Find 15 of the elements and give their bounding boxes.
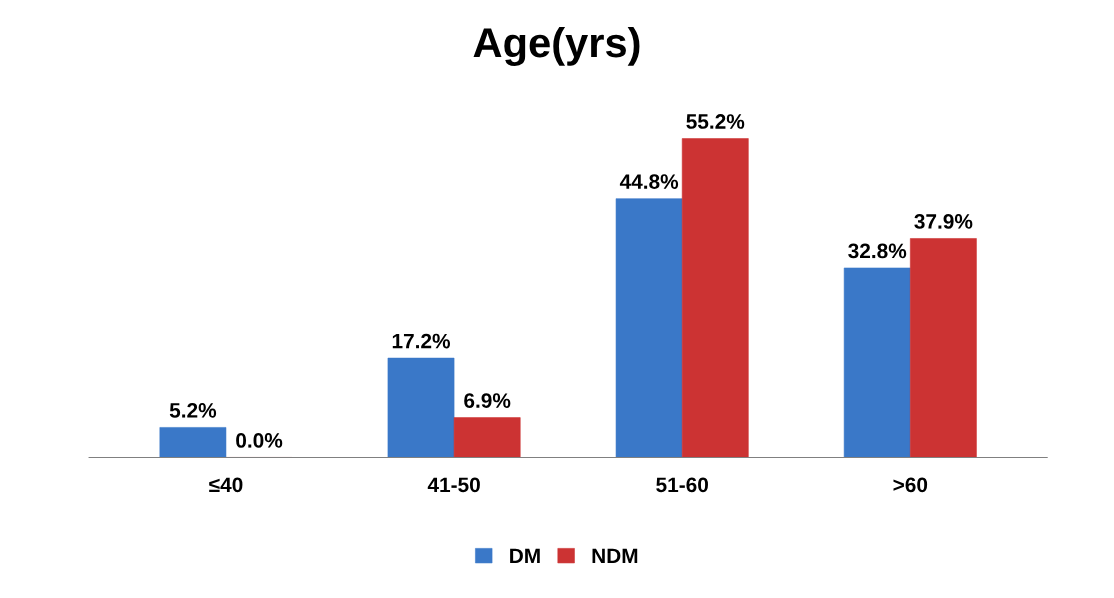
data-label: 5.2% (169, 403, 217, 418)
legend-label: DM (510, 548, 540, 563)
chart-title: Age(yrs) (473, 26, 640, 66)
x-tick-label: 51-60 (656, 477, 708, 493)
data-label: 6.9% (464, 393, 511, 408)
x-tick-label: 41-50 (427, 477, 480, 493)
data-label: 55.2% (686, 114, 745, 129)
data-label: 32.8% (848, 243, 907, 259)
data-label: 44.8% (619, 174, 679, 189)
data-label: 17.2% (392, 333, 450, 349)
x-tick-label: ≤40 (209, 477, 243, 493)
legend-label: NDM (592, 548, 638, 563)
x-tick-label: >60 (893, 477, 928, 493)
data-label: 37.9% (914, 214, 973, 229)
data-label: 0.0% (236, 433, 283, 448)
